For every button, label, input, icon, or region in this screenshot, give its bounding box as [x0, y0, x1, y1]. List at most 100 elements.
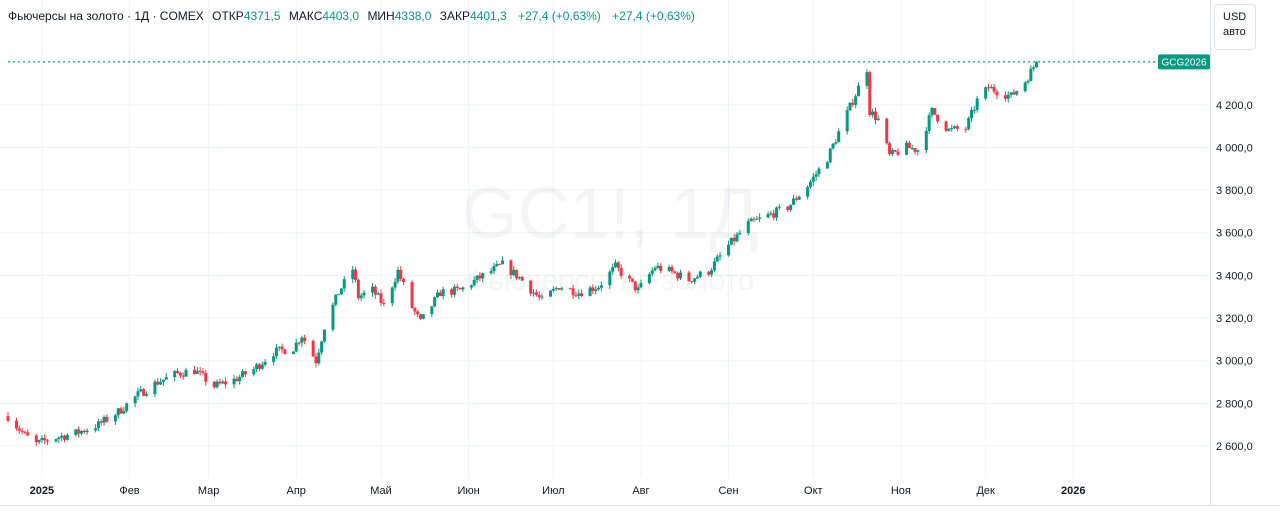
candle-up [729, 237, 733, 246]
grid-lines [0, 0, 1210, 478]
candle-down [619, 264, 623, 279]
symbol-title[interactable]: Фьючерсы на золото · 1Д · COMEX [8, 9, 204, 23]
candle-up [769, 210, 773, 216]
candle-up [972, 105, 976, 114]
candle-up [94, 424, 98, 433]
candle-up [74, 429, 78, 437]
candle-up [577, 289, 581, 300]
candle-up [435, 289, 439, 298]
candle-up [837, 128, 841, 143]
candle-up [337, 294, 341, 296]
candle-up [173, 370, 177, 382]
close-label: ЗАКР [439, 9, 471, 23]
candle-up [554, 286, 558, 292]
candle-down [873, 107, 877, 125]
candle-up [950, 124, 954, 132]
price-tag-symbol: GCG2026 [1161, 57, 1206, 68]
candle-down [520, 276, 524, 281]
candle-up [1015, 90, 1019, 96]
candle-up [1023, 81, 1027, 93]
candle-up [153, 379, 157, 397]
candle-down [235, 375, 239, 382]
candle-down [670, 264, 674, 275]
candle-up [647, 272, 651, 285]
time-tick-label: Авг [632, 485, 649, 497]
candle-up [549, 289, 553, 297]
candle-down [99, 419, 103, 426]
candle-down [201, 368, 205, 375]
candle-up [532, 289, 536, 297]
change-value-2: +27,4 (+0,63%) [612, 9, 695, 23]
candle-down [402, 277, 406, 286]
candle-up [766, 211, 770, 219]
scale-settings[interactable]: USD авто [1214, 4, 1256, 50]
candle-up [775, 206, 779, 221]
candle-up [430, 306, 434, 318]
candle-up [639, 279, 643, 289]
candle-down [176, 368, 180, 375]
candle-down [933, 107, 937, 116]
candle-down [212, 380, 216, 389]
candle-down [23, 430, 27, 434]
candle-up [102, 415, 106, 426]
candle-up [890, 148, 894, 157]
candle-up [599, 281, 603, 292]
candle-up [339, 288, 343, 296]
candle-up [221, 379, 225, 385]
candle-up [789, 204, 793, 213]
open-label: ОТКР [212, 9, 244, 23]
candle-up [930, 106, 934, 119]
candle-up [492, 262, 496, 275]
time-axis-border [0, 505, 1280, 506]
time-tick-label: Сен [718, 485, 738, 497]
currency-button[interactable]: USD [1223, 11, 1247, 23]
candle-down [77, 426, 81, 438]
auto-scale-button[interactable]: авто [1223, 26, 1246, 38]
candle-up [975, 96, 979, 113]
candle-down [885, 117, 889, 145]
candle-up [792, 194, 796, 206]
candle-up [472, 276, 476, 287]
candle-down [529, 280, 533, 297]
candle-up [967, 116, 971, 131]
candle-up [500, 256, 504, 265]
candle-up [927, 112, 931, 134]
candle-up [334, 294, 338, 307]
price-axis-border [1210, 0, 1211, 505]
candle-down [192, 365, 196, 375]
candle-up [693, 277, 697, 285]
price-tick-label: 2 800,0 [1216, 398, 1253, 410]
candle-down [413, 307, 417, 316]
candle-down [450, 287, 454, 298]
candle-up [54, 438, 58, 443]
price-tick-label: 3 400,0 [1216, 270, 1253, 282]
candle-up [718, 252, 722, 261]
candle-up [390, 286, 394, 307]
candle-up [650, 267, 654, 277]
candle-down [280, 343, 284, 354]
candle-up [814, 170, 818, 181]
candle-down [772, 209, 776, 221]
candle-up [57, 436, 61, 444]
candle-down [995, 89, 999, 100]
candle-down [659, 263, 663, 274]
candle-down [6, 412, 10, 423]
candle-down [399, 266, 403, 282]
candle-up [797, 195, 801, 201]
candle-up [1029, 65, 1033, 82]
candle-up [274, 343, 278, 360]
candle-up [452, 284, 456, 298]
candle-up [910, 144, 914, 151]
price-axis[interactable]: 2 600,0 2 800,0 3 000,0 3 200,0 3 400,0 3 600… [1216, 100, 1253, 453]
candle-down [82, 429, 86, 434]
candle-up [947, 127, 951, 132]
candle-up [396, 266, 400, 284]
time-axis[interactable]: 2025 Фев Мар Апр Май Июн Июл Авг Сен Окт Ноя Дек 202… [30, 485, 1086, 497]
candle-up [475, 275, 479, 283]
candle-down [14, 417, 18, 431]
candle-up [320, 340, 324, 356]
candle-down [438, 289, 442, 297]
candle-down [515, 269, 519, 281]
